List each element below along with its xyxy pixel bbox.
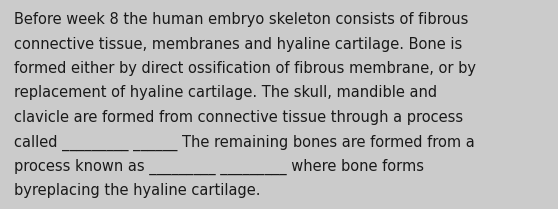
Text: formed either by direct ossification of fibrous membrane, or by: formed either by direct ossification of …: [14, 61, 476, 76]
Text: connective tissue, membranes and hyaline cartilage. Bone is: connective tissue, membranes and hyaline…: [14, 37, 462, 51]
Text: process known as _________ _________ where bone forms: process known as _________ _________ whe…: [14, 159, 424, 175]
Text: byreplacing the hyaline cartilage.: byreplacing the hyaline cartilage.: [14, 184, 261, 199]
Text: Before week 8 the human embryo skeleton consists of fibrous: Before week 8 the human embryo skeleton …: [14, 12, 468, 27]
Text: replacement of hyaline cartilage. The skull, mandible and: replacement of hyaline cartilage. The sk…: [14, 85, 437, 101]
Text: clavicle are formed from connective tissue through a process: clavicle are formed from connective tiss…: [14, 110, 463, 125]
Text: called _________ ______ The remaining bones are formed from a: called _________ ______ The remaining bo…: [14, 135, 475, 151]
